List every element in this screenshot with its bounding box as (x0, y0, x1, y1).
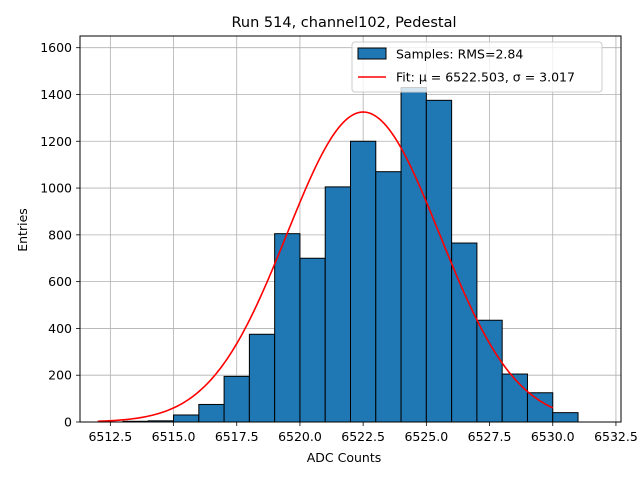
histogram-bar-9 (350, 140, 377, 423)
x-tick-label-7: 6530.0 (531, 429, 575, 444)
x-tick-label-3: 6520.0 (278, 429, 322, 444)
y-tick-label-0: 0 (64, 415, 72, 430)
x-tick-label-4: 6522.5 (341, 429, 385, 444)
histogram-bars (122, 86, 579, 423)
x-tick-label-5: 6525.0 (404, 429, 448, 444)
histogram-bar-13 (451, 242, 478, 423)
histogram-bar-14 (476, 319, 503, 423)
fit-curve-layer (97, 111, 554, 423)
y-tick-label-1: 200 (48, 368, 72, 383)
x-tick-label-6: 6527.5 (468, 429, 512, 444)
plot-frame (79, 35, 622, 423)
legend-swatch-histogram (357, 47, 387, 60)
y-axis-ticks: 0 200 400 600 800 1000 1200 1400 1600 (40, 40, 80, 430)
histogram-bar-2 (173, 414, 200, 423)
histogram-bar-5 (248, 333, 276, 423)
legend-box (351, 41, 603, 93)
histogram-bar-16 (526, 392, 554, 423)
x-axis-label: ADC Counts (307, 450, 382, 465)
y-tick-label-4: 800 (48, 227, 72, 242)
histogram-bar-11 (400, 86, 427, 423)
histogram-bar-3 (198, 403, 225, 423)
x-axis-ticks: 6512.5 6515.0 6517.5 6520.0 6522.5 6525.0 6527… (88, 422, 638, 444)
y-tick-label-3: 600 (48, 274, 72, 289)
x-tick-label-1: 6515.0 (152, 429, 196, 444)
y-tick-label-8: 1600 (40, 40, 72, 55)
y-tick-label-2: 400 (48, 321, 72, 336)
histogram-bar-6 (274, 233, 301, 423)
y-axis-label: Entries (15, 208, 30, 252)
chart-title: Run 514, channel102, Pedestal (231, 15, 456, 31)
histogram-bar-7 (299, 257, 326, 423)
x-tick-label-8: 6532.5 (594, 429, 638, 444)
legend: Samples: RMS=2.84 Fit: μ = 6522.503, σ =… (351, 41, 603, 93)
legend-label-fit: Fit: μ = 6522.503, σ = 3.017 (396, 70, 575, 85)
x-tick-label-2: 6517.5 (215, 429, 259, 444)
histogram-bar-8 (324, 186, 352, 423)
histogram-bar-15 (501, 373, 528, 423)
histogram-bar-12 (425, 99, 453, 423)
fit-curve (97, 111, 554, 423)
legend-label-histogram: Samples: RMS=2.84 (396, 47, 523, 62)
histogram-bar-17 (552, 412, 579, 423)
x-tick-label-0: 6512.5 (88, 429, 132, 444)
y-tick-label-5: 1000 (40, 181, 72, 196)
y-tick-label-7: 1400 (40, 87, 72, 102)
histogram-bar-4 (223, 375, 250, 423)
histogram-bar-10 (375, 171, 402, 423)
y-tick-label-6: 1200 (40, 134, 72, 149)
